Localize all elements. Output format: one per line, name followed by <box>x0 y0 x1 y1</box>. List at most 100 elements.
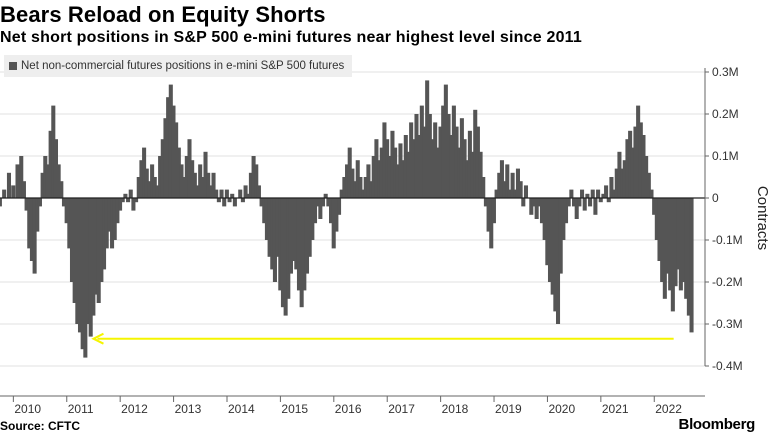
chart-title: Bears Reload on Equity Shorts <box>0 2 326 27</box>
bar <box>296 198 302 291</box>
y-tick-label: -0.4M <box>712 359 743 373</box>
bar <box>409 122 414 198</box>
bar <box>555 198 561 324</box>
bar <box>120 198 125 203</box>
bar <box>275 198 280 257</box>
bar <box>251 156 256 198</box>
bar <box>27 198 32 249</box>
bar <box>689 198 694 333</box>
bar <box>617 151 622 198</box>
bar <box>446 114 451 198</box>
bar <box>77 198 83 333</box>
legend-swatch <box>9 62 17 70</box>
y-tick-label: -0.1M <box>712 233 743 247</box>
chart-subtitle: Net short positions in S&P 500 e-mini fu… <box>0 29 582 46</box>
bar <box>291 198 296 261</box>
bar <box>427 114 432 198</box>
bar <box>598 198 603 203</box>
bar <box>475 126 480 198</box>
bar <box>369 181 374 198</box>
bar <box>264 198 269 240</box>
bar <box>224 189 229 198</box>
bar <box>654 198 659 240</box>
bar <box>507 189 512 198</box>
bar <box>270 198 275 270</box>
bar <box>163 118 168 198</box>
bar <box>414 114 419 198</box>
bar <box>467 130 472 198</box>
x-tick-label: 2016 <box>335 402 362 416</box>
bar <box>393 147 398 198</box>
bar <box>179 164 184 198</box>
bar <box>19 156 24 198</box>
bar <box>75 198 80 324</box>
brand-logo: Bloomberg <box>678 416 756 433</box>
bar <box>462 139 467 198</box>
bar <box>246 193 251 198</box>
bar <box>310 198 315 240</box>
y-tick-label: -0.3M <box>712 317 743 331</box>
x-tick-label: 2021 <box>602 402 629 416</box>
bar <box>419 105 424 198</box>
bar <box>32 198 37 274</box>
bar <box>190 160 195 198</box>
bar <box>684 198 689 299</box>
bar <box>187 139 192 198</box>
bar <box>192 172 197 198</box>
bar <box>337 198 342 215</box>
bar <box>459 118 464 198</box>
bar <box>254 164 259 198</box>
bar <box>633 126 638 198</box>
bar <box>454 126 459 198</box>
bar <box>545 198 550 266</box>
bar <box>366 164 371 198</box>
bar <box>104 198 109 249</box>
bar <box>0 198 2 207</box>
bar <box>155 185 160 198</box>
bar <box>307 198 312 257</box>
bar <box>342 177 347 198</box>
bar <box>312 198 318 224</box>
y-tick-label: -0.2M <box>712 275 743 289</box>
bar <box>353 181 358 198</box>
bar <box>339 189 344 198</box>
bar <box>542 198 547 240</box>
bar <box>195 185 200 198</box>
bar <box>29 198 34 261</box>
bar <box>406 151 411 198</box>
bar <box>582 198 587 211</box>
bar <box>304 198 310 274</box>
bar <box>361 189 366 198</box>
bar <box>382 122 387 198</box>
bar <box>45 164 50 198</box>
bar <box>601 193 606 198</box>
bars <box>0 80 694 358</box>
y-tick-label: 0 <box>712 191 719 205</box>
bar <box>606 198 611 203</box>
bar <box>347 147 352 198</box>
x-tick-label: 2022 <box>655 402 682 416</box>
bar <box>422 126 427 198</box>
bar <box>227 198 232 203</box>
bar <box>641 135 646 198</box>
bar <box>411 139 416 198</box>
bar <box>660 198 665 282</box>
x-tick-label: 2012 <box>121 402 148 416</box>
bar <box>457 147 462 198</box>
bar <box>497 172 502 198</box>
bar <box>638 122 643 198</box>
bar <box>505 164 510 198</box>
bar <box>142 147 147 198</box>
bar <box>283 198 288 316</box>
bar <box>69 198 75 282</box>
y-axis-title: Contracts <box>754 186 771 250</box>
bar <box>625 139 630 198</box>
bar <box>478 151 483 198</box>
bar <box>144 168 149 198</box>
bar <box>371 156 376 198</box>
bar <box>561 198 566 240</box>
bar <box>430 139 435 198</box>
bar <box>662 198 667 299</box>
bar <box>513 189 518 198</box>
